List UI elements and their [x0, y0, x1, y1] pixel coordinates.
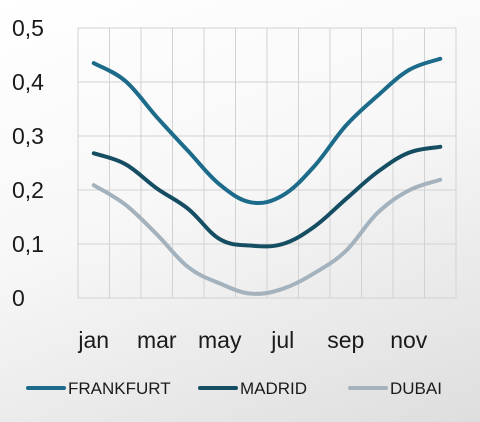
- y-tick-label: 0,5: [12, 15, 44, 41]
- legend-label: FRANKFURT: [68, 379, 171, 398]
- x-tick-label: sep: [327, 327, 364, 353]
- y-tick-label: 0,2: [12, 177, 44, 203]
- series-line-frankfurt: [91, 56, 443, 206]
- series-line-madrid: [91, 144, 443, 249]
- series-line-dubai: [91, 177, 443, 296]
- y-tick-label: 0,1: [12, 231, 44, 257]
- x-tick-label: may: [198, 327, 242, 353]
- grid: [77, 27, 457, 299]
- legend-label: MADRID: [240, 379, 307, 398]
- y-tick-label: 0: [12, 285, 25, 311]
- y-tick-label: 0,3: [12, 123, 44, 149]
- legend: FRANKFURT MADRID DUBAI: [26, 379, 442, 398]
- legend-label: DUBAI: [390, 379, 442, 398]
- series-lines: [91, 56, 443, 296]
- x-tick-label: jan: [77, 327, 109, 353]
- y-tick-label: 0,4: [12, 69, 44, 95]
- y-axis-ticks: 0 0,1 0,2 0,3 0,4 0,5: [12, 15, 44, 311]
- x-tick-label: nov: [390, 327, 428, 353]
- x-tick-label: jul: [270, 327, 294, 353]
- x-tick-label: mar: [137, 327, 177, 353]
- x-axis-ticks: jan mar may jul sep nov: [77, 327, 427, 353]
